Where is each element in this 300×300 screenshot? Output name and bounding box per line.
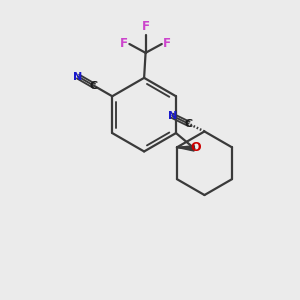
Text: O: O [190,141,201,154]
Text: F: F [120,38,128,50]
Polygon shape [177,146,194,151]
Text: F: F [142,20,150,33]
Text: N: N [74,71,83,82]
Text: N: N [168,111,177,121]
Text: F: F [163,38,171,50]
Text: C: C [184,119,193,129]
Text: C: C [89,81,98,91]
